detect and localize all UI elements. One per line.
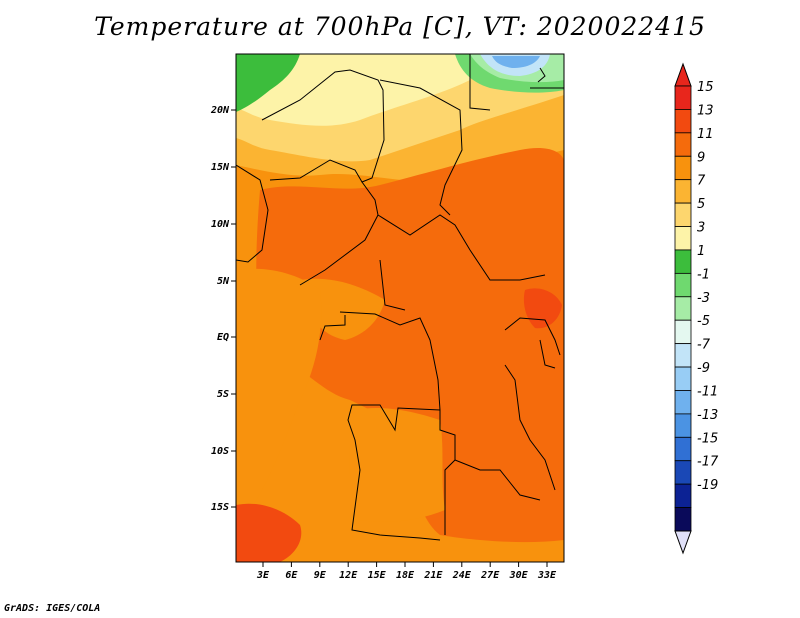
colorbar-swatch — [674, 390, 692, 415]
colorbar-label: 7 — [697, 174, 706, 189]
colorbar-swatch — [674, 507, 692, 532]
lon-tick-label: 3E — [256, 570, 270, 581]
lon-tick-label: 27E — [480, 570, 500, 581]
lon-tick-label: 9E — [314, 570, 327, 581]
lon-tick-label: 24E — [452, 570, 472, 581]
colorbar-swatch — [674, 132, 692, 157]
colorbar-label: -5 — [697, 314, 710, 329]
colorbar-swatch — [674, 483, 692, 508]
colorbar-swatch — [674, 202, 692, 227]
colorbar-swatch — [674, 319, 692, 345]
lon-tick-label: 18E — [396, 570, 415, 581]
colorbar-swatch — [674, 366, 692, 391]
lat-tick-label: 5S — [217, 389, 229, 400]
lon-tick-label: 12E — [339, 570, 358, 581]
colorbar-label: -19 — [697, 478, 718, 493]
colorbar-label: -17 — [697, 455, 719, 470]
lon-tick-label: 21E — [423, 570, 443, 581]
colorbar-swatch — [674, 272, 692, 298]
lon-tick-label: 15E — [368, 570, 387, 581]
colorbar-swatch — [674, 85, 692, 110]
lat-axis: 20N 15N 10N 5N EQ 5S 10S 15S — [210, 105, 236, 513]
lon-tick-label: 30E — [509, 570, 529, 581]
colorbar-label: -15 — [697, 431, 718, 446]
colorbar: 15 13 11 9 7 5 3 1 -1 -3 -5 -7 -9 -11 -13 -15 -17 -19 — [674, 62, 719, 555]
colorbar-label: 15 — [697, 80, 714, 95]
colorbar-label: 1 — [697, 244, 705, 259]
colorbar-swatch — [674, 343, 692, 368]
lat-tick-label: 10S — [211, 446, 229, 457]
colorbar-label: -7 — [697, 338, 711, 353]
colorbar-label: 9 — [697, 150, 705, 165]
colorbar-label: -1 — [697, 267, 710, 282]
colorbar-swatch — [674, 436, 692, 462]
colorbar-swatch — [674, 296, 692, 321]
colorbar-label: -11 — [697, 384, 718, 399]
lat-tick-label: 5N — [217, 276, 230, 287]
colorbar-swatch — [674, 226, 692, 251]
colorbar-swatch — [674, 413, 692, 438]
country-borders — [236, 54, 564, 541]
colorbar-swatch — [674, 460, 692, 485]
lat-tick-label: 20N — [210, 105, 230, 116]
lat-tick-label: 10N — [211, 219, 230, 230]
lon-tick-label: 6E — [285, 570, 298, 581]
colorbar-label: 5 — [697, 197, 705, 212]
lon-tick-label: 33E — [537, 570, 557, 581]
colorbar-top-triangle — [674, 62, 692, 87]
lon-axis: 3E 6E 9E 12E 15E 18E 21E 24E 27E 30E 33E — [256, 562, 557, 581]
colorbar-label: -9 — [697, 361, 710, 376]
lat-tick-label: 15N — [211, 162, 230, 173]
colorbar-bottom-triangle — [674, 530, 692, 555]
credit-text: GrADS: IGES/COLA — [4, 603, 101, 614]
colorbar-swatch — [674, 249, 692, 274]
colorbar-swatch — [674, 109, 692, 134]
temperature-field — [236, 54, 564, 562]
colorbar-label: 3 — [697, 221, 705, 236]
colorbar-label: -3 — [697, 291, 710, 306]
colorbar-label: -13 — [697, 408, 718, 423]
lat-tick-label: 15S — [211, 502, 229, 513]
colorbar-label: 11 — [697, 127, 714, 142]
map-title: Temperature at 700hPa [C], VT: 202002241… — [94, 12, 706, 41]
colorbar-swatch — [674, 179, 692, 204]
colorbar-swatch — [674, 155, 692, 181]
colorbar-label: 13 — [697, 103, 714, 118]
lat-tick-label: EQ — [217, 332, 229, 343]
map-frame — [235, 53, 565, 563]
